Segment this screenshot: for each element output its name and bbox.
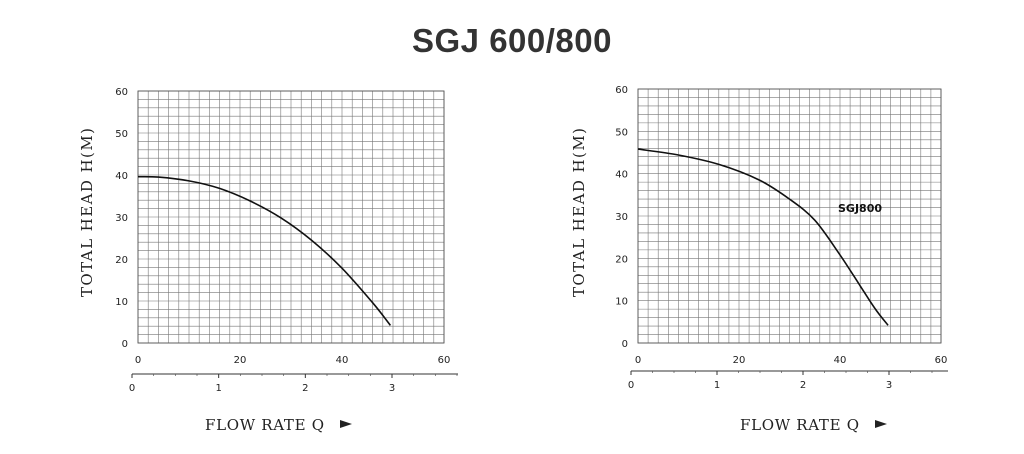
y-tick-label: 60 [115,87,128,98]
secondary-x-tick-label: 0 [628,380,634,391]
secondary-x-tick-label: 3 [389,383,395,394]
x-axis-label: FLOW RATE Q [740,416,860,434]
x-axis-arrow-icon [340,420,352,428]
y-tick-label: 20 [115,255,128,266]
y-tick-label: 50 [615,127,628,138]
x-tick-label: 60 [935,355,948,366]
y-tick-label: 40 [115,171,128,182]
y-axis-label: TOTAL HEAD H(M) [78,127,96,297]
x-tick-label: 40 [336,355,349,366]
y-tick-label: 40 [615,170,628,181]
secondary-x-tick-label: 1 [215,383,221,394]
y-tick-label: 10 [115,297,128,308]
x-tick-label: 0 [135,355,141,366]
secondary-x-tick-label: 1 [714,380,720,391]
y-tick-label: 0 [122,339,128,350]
y-tick-label: 30 [615,212,628,223]
secondary-x-tick-label: 3 [886,380,892,391]
plot-frame [637,88,942,344]
x-tick-label: 60 [438,355,451,366]
x-axis-label: FLOW RATE Q [205,416,325,434]
y-tick-label: 30 [115,213,128,224]
x-tick-label: 20 [234,355,247,366]
secondary-x-tick-label: 0 [129,383,135,394]
chart-1: 0 10 20 30 40 50 60 0 20 40 60 0 1 2 3 TOTAL HEAD H(M) F… [78,87,458,434]
grid [637,88,942,344]
y-axis-label: TOTAL HEAD H(M) [570,127,588,297]
x-tick-label: 40 [834,355,847,366]
x-axis-arrow-icon [875,420,887,428]
x-tick-label: 0 [635,355,641,366]
series-label: SGJ800 [838,202,882,215]
grid [137,90,445,344]
page-title: SGJ 600/800 [412,22,612,59]
series-line-1 [137,175,392,326]
y-tick-label: 20 [615,254,628,265]
secondary-x-tick-label: 2 [800,380,806,391]
plot-frame [137,90,445,344]
x-tick-label: 20 [733,355,746,366]
secondary-x-tick-label: 2 [302,383,308,394]
y-tick-label: 50 [115,129,128,140]
series-line-2 [637,148,889,326]
y-tick-label: 60 [615,85,628,96]
chart-2: 0 10 20 30 40 50 60 0 20 40 60 0 1 2 3 TOTAL HEAD H(M) F… [570,85,948,434]
y-tick-label: 10 [615,297,628,308]
y-tick-label: 0 [622,339,628,350]
